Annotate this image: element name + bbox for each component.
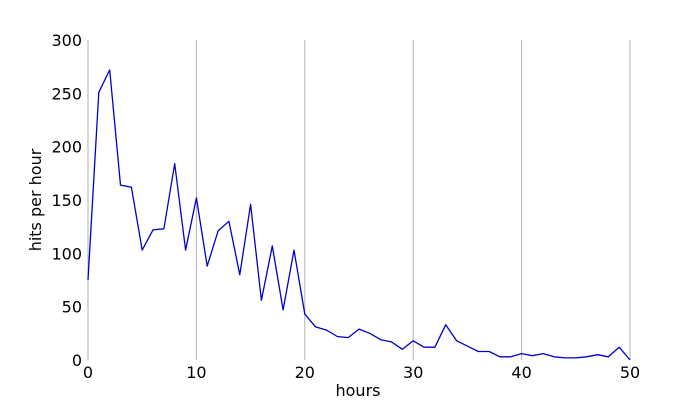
y-tick-label: 300 <box>51 31 82 50</box>
x-tick-label: 0 <box>83 363 93 382</box>
x-axis-ticks: 0 10 20 30 40 50 <box>83 363 640 382</box>
y-axis-label: hits per hour <box>26 148 45 251</box>
y-tick-label: 250 <box>51 84 82 103</box>
x-tick-label: 10 <box>186 363 206 382</box>
y-tick-label: 150 <box>51 191 82 210</box>
x-tick-label: 50 <box>620 363 640 382</box>
x-tick-label: 30 <box>403 363 423 382</box>
series-group <box>87 69 631 361</box>
y-tick-label: 0 <box>72 351 82 370</box>
y-axis-ticks: 0 50 100 150 200 250 300 <box>51 31 82 370</box>
series-line-0 <box>87 69 631 361</box>
y-tick-label: 50 <box>62 298 82 317</box>
x-tick-label: 40 <box>511 363 531 382</box>
y-tick-label: 100 <box>51 244 82 263</box>
x-axis-label: hours <box>336 381 381 400</box>
y-tick-label: 200 <box>51 138 82 157</box>
x-tick-label: 20 <box>295 363 315 382</box>
grid-lines <box>87 40 631 360</box>
